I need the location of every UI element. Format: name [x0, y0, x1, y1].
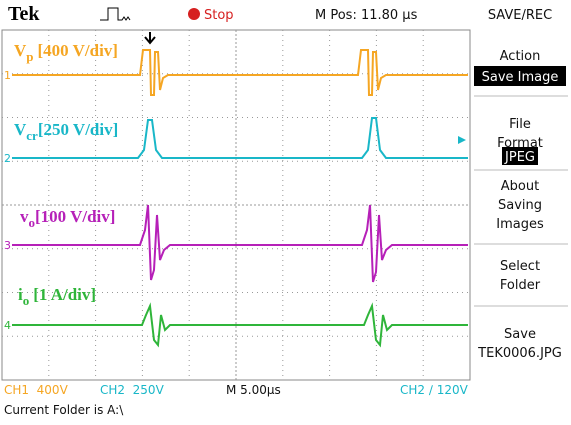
trigger-level — [458, 136, 466, 144]
menu-value[interactable]: TEK0006.JPG — [477, 346, 562, 361]
ch4-trace — [12, 306, 468, 345]
menu-value[interactable]: Save Image — [482, 70, 559, 85]
ch3-marker: 3 — [4, 239, 11, 252]
ch2-setting: CH2 250V — [100, 383, 165, 397]
ch1-setting: CH1 400V — [4, 383, 69, 397]
trigger-setting: CH2 ∕ 120V — [400, 383, 469, 397]
stop-dot — [188, 8, 200, 20]
ch4-marker: 4 — [4, 319, 11, 332]
menu-label[interactable]: Action — [500, 49, 541, 64]
timebase: M 5.00µs — [226, 383, 281, 397]
trigger-position — [145, 32, 155, 43]
trigger-icon — [100, 8, 130, 20]
position: M Pos: 11.80 µs — [315, 8, 418, 23]
ch2-label: Vcr[250 V/div] — [14, 120, 118, 143]
ch4-label: io[1 A/div] — [18, 285, 96, 308]
ch3-label: vo[100 V/div] — [20, 207, 115, 230]
footer: Current Folder is A:\ — [4, 403, 124, 417]
ch2-marker: 2 — [4, 152, 11, 165]
run-status: Stop — [204, 8, 234, 23]
ch1-marker: 1 — [4, 69, 11, 82]
graticule — [2, 30, 470, 380]
scope-screen: Tek Stop M Pos: 11.80 µs SAVE/REC Vp[400… — [0, 0, 571, 425]
brand: Tek — [8, 3, 40, 25]
ch1-label: Vp[400 V/div] — [14, 41, 118, 64]
menu-title: SAVE/REC — [488, 8, 552, 23]
menu-label[interactable]: Save — [504, 327, 536, 342]
menu-value[interactable]: JPEG — [504, 150, 535, 165]
